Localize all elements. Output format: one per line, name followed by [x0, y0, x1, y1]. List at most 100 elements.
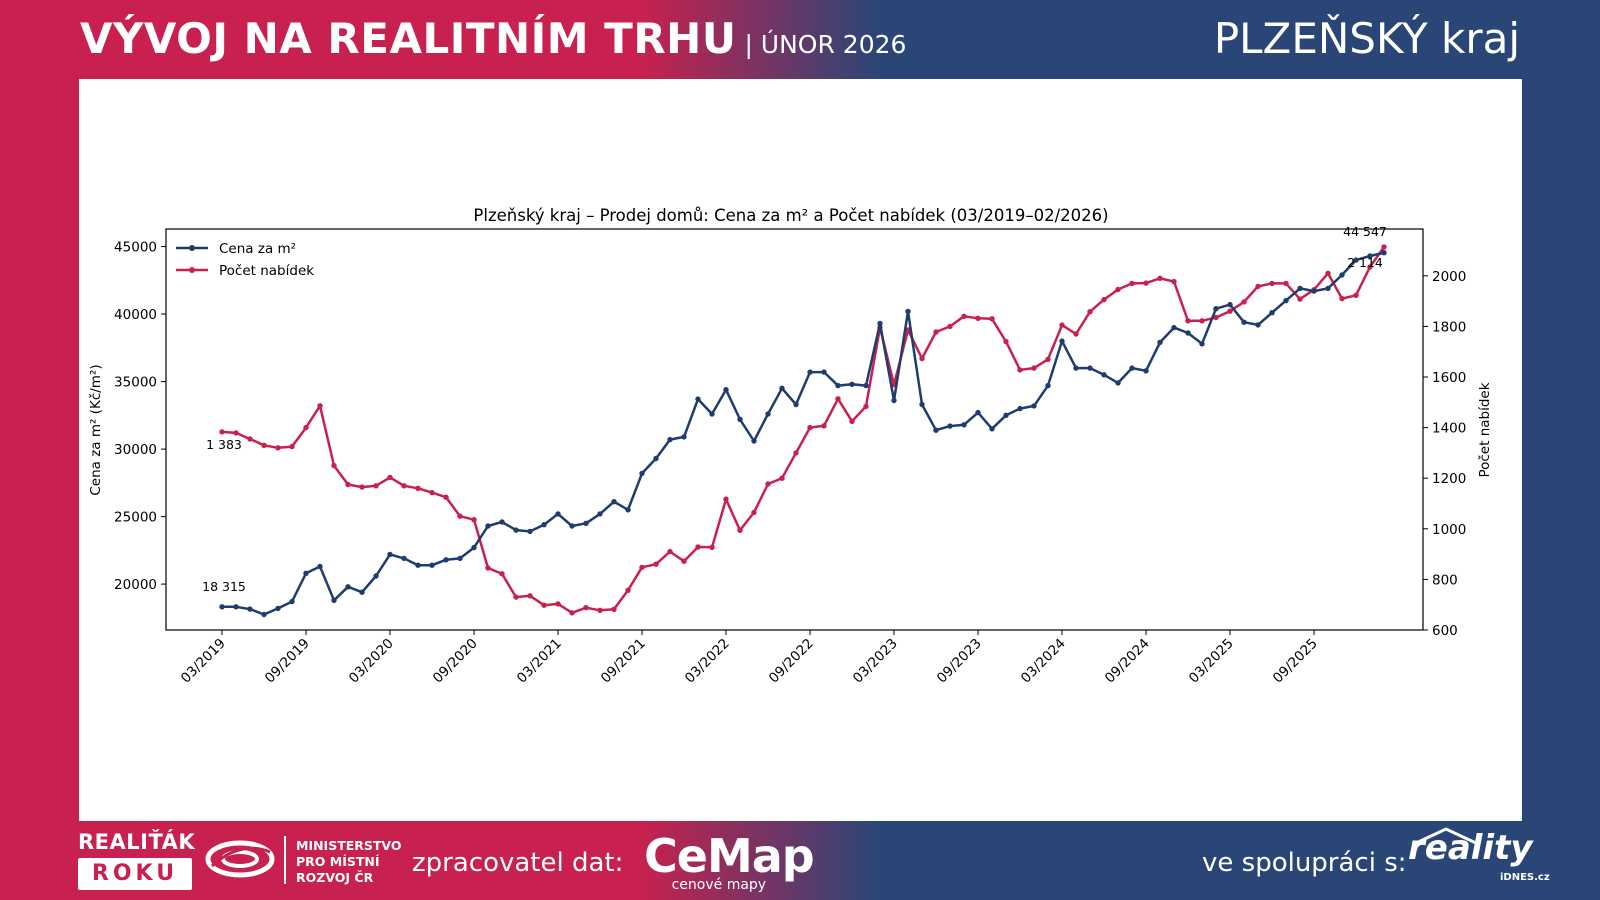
data-point-price: [1381, 250, 1387, 256]
data-point-price: [1325, 285, 1331, 292]
y-right-tick-label: 1200: [1432, 471, 1466, 487]
data-point-count: [1367, 264, 1373, 270]
data-point-count: [1087, 309, 1093, 315]
data-point-count: [1031, 365, 1037, 371]
realitak-top-text: REALIŤÁK: [78, 830, 196, 854]
data-point-price: [1353, 257, 1359, 263]
ministry-divider: [284, 836, 286, 884]
data-point-count: [625, 587, 631, 593]
data-point-count: [303, 424, 309, 431]
data-point-count: [443, 494, 449, 500]
data-point-count: [1003, 338, 1009, 345]
y-left-tick-label: 25000: [114, 510, 157, 526]
data-point-price: [1031, 403, 1037, 409]
data-point-price: [1185, 330, 1191, 336]
data-point-count: [1157, 275, 1163, 281]
data-point-price: [1003, 412, 1009, 418]
data-point-count: [387, 474, 393, 481]
data-point-price: [1171, 324, 1177, 331]
data-point-price: [989, 426, 995, 432]
data-point-price: [387, 551, 393, 558]
data-point-price: [877, 320, 883, 327]
data-point-price: [569, 523, 575, 529]
reality-subtitle: iDNES.cz: [1500, 872, 1550, 883]
data-point-price: [1017, 405, 1023, 412]
data-point-price: [233, 604, 239, 610]
data-point-count: [1045, 356, 1051, 362]
data-point-price: [1269, 310, 1275, 316]
data-point-price: [331, 597, 337, 603]
data-point-price: [765, 411, 771, 417]
data-point-count: [1283, 280, 1289, 287]
y-left-axis: 20000 25000 30000 35000 40000 45000: [114, 240, 166, 593]
data-point-price: [443, 557, 449, 563]
data-point-count: [1101, 296, 1107, 303]
data-point-price: [513, 527, 519, 533]
partner-label: ve spolupráci s:: [1202, 848, 1407, 878]
data-point-price: [1213, 306, 1219, 312]
data-point-count: [429, 489, 435, 496]
data-point-count: [933, 329, 939, 335]
data-point-count: [401, 483, 407, 489]
x-tick-label: 09/2021: [598, 636, 649, 687]
chart-panel: Plzeňský kraj – Prodej domů: Cena za m² …: [79, 79, 1522, 821]
series-layer: [219, 244, 1387, 618]
page-header: VÝVOJ NA REALITNÍM TRHU | ÚNOR 2026: [80, 14, 906, 63]
data-point-count: [219, 429, 225, 435]
x-tick-label: 03/2021: [514, 636, 565, 687]
data-point-price: [555, 511, 561, 517]
x-tick-label: 03/2024: [1018, 636, 1069, 687]
data-point-count: [1213, 314, 1219, 321]
data-point-count: [247, 436, 253, 442]
data-point-count: [737, 527, 743, 533]
data-point-count: [1199, 318, 1205, 324]
data-point-price: [471, 544, 477, 551]
data-point-count: [331, 462, 337, 469]
data-point-count: [1073, 331, 1079, 337]
data-point-price: [485, 523, 491, 529]
data-point-price: [1087, 365, 1093, 371]
realitak-bottom-text: ROKU: [78, 858, 192, 890]
data-point-count: [723, 496, 729, 502]
data-point-count: [793, 450, 799, 456]
data-point-count: [807, 424, 813, 431]
annotation-count-first: 1 383: [206, 437, 242, 452]
y-right-tick-label: 2000: [1432, 269, 1466, 285]
data-point-count: [233, 430, 239, 436]
data-point-count: [667, 548, 673, 555]
data-point-count: [1171, 278, 1177, 285]
page-title: VÝVOJ NA REALITNÍM TRHU: [80, 14, 737, 63]
data-point-price: [639, 470, 645, 477]
reality-name: reality: [1408, 828, 1533, 868]
ministry-line-3: ROZVOJ ČR: [296, 870, 374, 885]
data-point-price: [1101, 372, 1107, 378]
data-point-count: [541, 602, 547, 608]
data-point-count: [1269, 280, 1275, 287]
data-point-count: [359, 484, 365, 490]
house-roof-icon: [1413, 827, 1479, 846]
series-line-price: [222, 251, 1385, 616]
data-point-count: [597, 607, 603, 613]
x-tick-label: 09/2025: [1270, 636, 1321, 687]
data-point-price: [303, 570, 309, 576]
annotation-price-last: 44 547: [1343, 224, 1387, 239]
data-point-price: [919, 401, 925, 408]
y-right-tick-label: 1000: [1432, 522, 1466, 538]
data-point-price: [723, 387, 729, 393]
data-point-count: [1297, 296, 1303, 302]
y-right-tick-label: 800: [1432, 572, 1458, 588]
data-point-count: [1339, 295, 1345, 302]
data-point-count: [947, 323, 953, 330]
data-point-count: [499, 571, 505, 577]
cemap-name: CeMap: [644, 829, 815, 883]
data-point-price: [401, 555, 407, 562]
data-point-price: [317, 563, 323, 570]
region-title: PLZEŇSKÝ kraj: [1213, 14, 1520, 63]
data-point-price: [583, 520, 589, 526]
data-point-price: [891, 397, 897, 404]
data-point-price: [1297, 285, 1303, 292]
data-point-count: [765, 481, 771, 487]
data-point-count: [289, 443, 295, 450]
cemap-subtitle: cenové mapy: [671, 877, 767, 893]
data-point-count: [555, 601, 561, 607]
